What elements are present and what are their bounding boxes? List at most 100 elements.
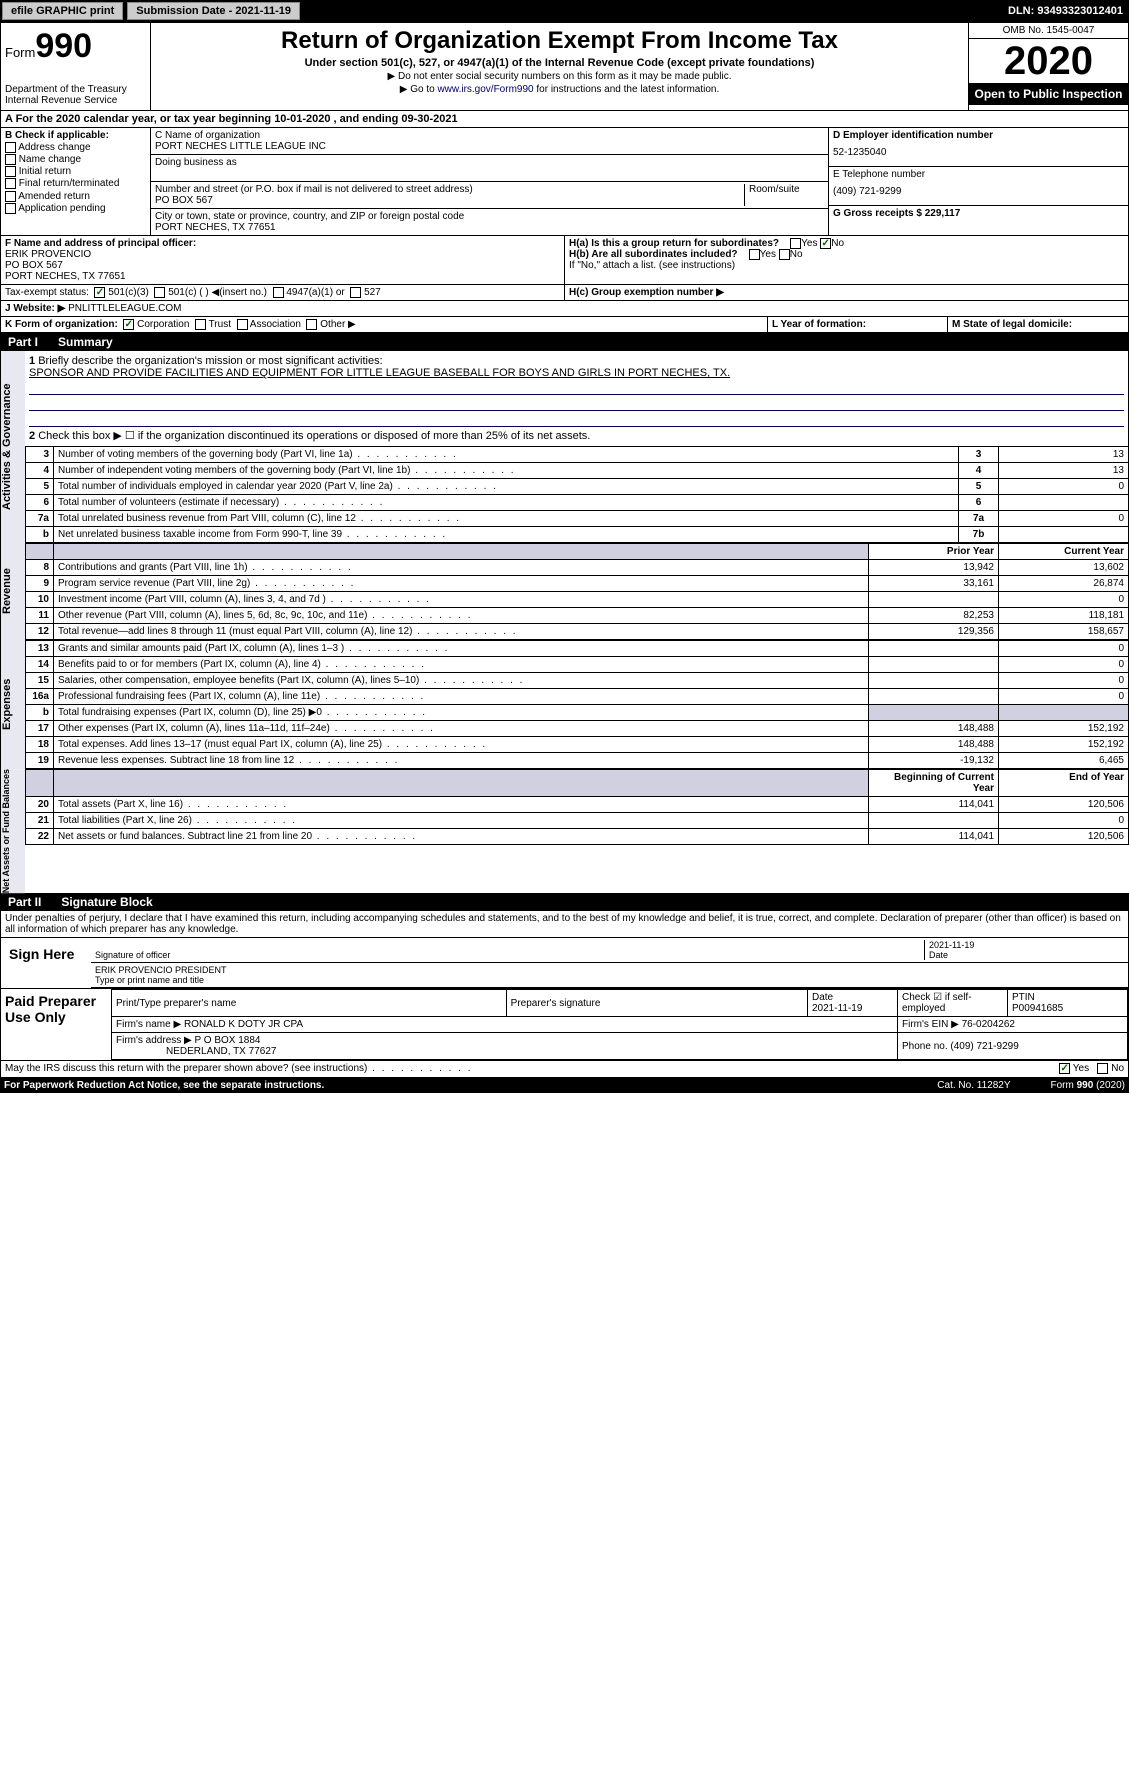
sig-officer-label: Signature of officer bbox=[95, 950, 924, 960]
form-subtitle: Under section 501(c), 527, or 4947(a)(1)… bbox=[155, 57, 964, 69]
room-suite-label: Room/suite bbox=[744, 184, 824, 206]
paid-preparer-block: Paid Preparer Use Only Print/Type prepar… bbox=[0, 989, 1129, 1061]
instructions-note: ▶ Go to www.irs.gov/Form990 for instruct… bbox=[155, 84, 964, 95]
ein-value: 52-1235040 bbox=[833, 141, 1124, 164]
form-footer: Form 990 (2020) bbox=[1051, 1080, 1126, 1091]
ptin-value: P00941685 bbox=[1012, 1003, 1063, 1014]
chk-name-change[interactable]: Name change bbox=[5, 154, 146, 165]
col-b-header: B Check if applicable: bbox=[5, 130, 146, 141]
table-row: 8Contributions and grants (Part VIII, li… bbox=[26, 560, 1129, 576]
dba-label: Doing business as bbox=[155, 157, 824, 168]
table-row: bTotal fundraising expenses (Part IX, co… bbox=[26, 705, 1129, 721]
officer-name: ERIK PROVENCIO bbox=[5, 249, 560, 260]
table-row: 12Total revenue—add lines 8 through 11 (… bbox=[26, 624, 1129, 640]
irs-link[interactable]: www.irs.gov/Form990 bbox=[437, 84, 533, 95]
table-row: 20Total assets (Part X, line 16)114,0411… bbox=[26, 797, 1129, 813]
pra-notice: For Paperwork Reduction Act Notice, see … bbox=[4, 1080, 324, 1091]
hb-label: H(b) Are all subordinates included? Yes … bbox=[569, 249, 1124, 260]
gross-receipts: G Gross receipts $ 229,117 bbox=[829, 206, 1128, 221]
open-public-badge: Open to Public Inspection bbox=[969, 83, 1128, 105]
chk-trust[interactable] bbox=[195, 319, 206, 330]
chk-assoc[interactable] bbox=[237, 319, 248, 330]
sign-here-label: Sign Here bbox=[1, 938, 91, 988]
prep-sig-header: Preparer's signature bbox=[506, 990, 807, 1017]
efile-button[interactable]: efile GRAPHIC print bbox=[2, 2, 123, 20]
table-row: 21Total liabilities (Part X, line 26)0 bbox=[26, 813, 1129, 829]
table-row: 18Total expenses. Add lines 13–17 (must … bbox=[26, 737, 1129, 753]
discuss-no[interactable] bbox=[1097, 1063, 1108, 1074]
year-formation: L Year of formation: bbox=[768, 317, 948, 332]
net-assets-section: Net Assets or Fund Balances Beginning of… bbox=[0, 769, 1129, 893]
officer-printed-name: ERIK PROVENCIO PRESIDENT bbox=[95, 965, 1124, 975]
paid-preparer-label: Paid Preparer Use Only bbox=[1, 989, 111, 1060]
ha-label: H(a) Is this a group return for subordin… bbox=[569, 238, 1124, 249]
mission-text: SPONSOR AND PROVIDE FACILITIES AND EQUIP… bbox=[29, 367, 1124, 379]
perjury-statement: Under penalties of perjury, I declare th… bbox=[0, 911, 1129, 938]
firm-addr: P O BOX 1884 bbox=[195, 1035, 261, 1046]
submission-date-button[interactable]: Submission Date - 2021-11-19 bbox=[127, 2, 300, 20]
prior-year-header: Prior Year bbox=[869, 544, 999, 560]
hc-label: H(c) Group exemption number ▶ bbox=[565, 285, 1128, 300]
omb-label: OMB No. 1545-0047 bbox=[969, 23, 1128, 39]
chk-corp[interactable] bbox=[123, 319, 134, 330]
side-label-revenue: Revenue bbox=[1, 543, 25, 640]
website-row: J Website: ▶ PNLITTLELEAGUE.COM bbox=[0, 301, 1129, 317]
officer-addr1: PO BOX 567 bbox=[5, 260, 560, 271]
table-row: 3Number of voting members of the governi… bbox=[26, 447, 1129, 463]
self-employed-check[interactable]: Check ☑ if self-employed bbox=[898, 990, 1008, 1017]
tax-year: 2020 bbox=[969, 39, 1128, 83]
sig-date-label: Date bbox=[929, 950, 1124, 960]
activities-governance-section: Activities & Governance 1 Briefly descri… bbox=[0, 351, 1129, 543]
tax-exempt-label: Tax-exempt status: bbox=[5, 287, 89, 298]
addr-value: PO BOX 567 bbox=[155, 195, 744, 206]
revenue-section: Revenue Prior Year Current Year 8Contrib… bbox=[0, 543, 1129, 640]
expenses-table: 13Grants and similar amounts paid (Part … bbox=[25, 640, 1129, 769]
form-header: Form990 Department of the Treasury Inter… bbox=[0, 22, 1129, 111]
discuss-yes[interactable] bbox=[1059, 1063, 1070, 1074]
table-row: 7aTotal unrelated business revenue from … bbox=[26, 511, 1129, 527]
firm-ein: Firm's EIN ▶ 76-0204262 bbox=[898, 1017, 1128, 1033]
beg-year-header: Beginning of Current Year bbox=[869, 770, 999, 797]
chk-501c3[interactable] bbox=[94, 287, 105, 298]
table-row: 22Net assets or fund balances. Subtract … bbox=[26, 829, 1129, 845]
chk-527[interactable] bbox=[350, 287, 361, 298]
cat-no: Cat. No. 11282Y bbox=[937, 1080, 1010, 1091]
officer-label: F Name and address of principal officer: bbox=[5, 238, 560, 249]
org-name: PORT NECHES LITTLE LEAGUE INC bbox=[155, 141, 824, 152]
org-name-label: C Name of organization bbox=[155, 130, 824, 141]
dept-label: Department of the Treasury Internal Reve… bbox=[5, 84, 146, 106]
website-value[interactable]: PNLITTLELEAGUE.COM bbox=[68, 303, 181, 314]
chk-final-return[interactable]: Final return/terminated bbox=[5, 178, 146, 189]
hb-note: If "No," attach a list. (see instruction… bbox=[569, 260, 1124, 271]
firm-name: RONALD K DOTY JR CPA bbox=[184, 1019, 303, 1030]
chk-other[interactable] bbox=[306, 319, 317, 330]
chk-app-pending[interactable]: Application pending bbox=[5, 203, 146, 214]
side-label-expenses: Expenses bbox=[1, 640, 25, 769]
line2-text: Check this box ▶ ☐ if the organization d… bbox=[38, 430, 590, 442]
firm-addr2: NEDERLAND, TX 77627 bbox=[166, 1046, 276, 1057]
table-row: 5Total number of individuals employed in… bbox=[26, 479, 1129, 495]
table-row: 14Benefits paid to or for members (Part … bbox=[26, 657, 1129, 673]
table-row: 16aProfessional fundraising fees (Part I… bbox=[26, 689, 1129, 705]
end-year-header: End of Year bbox=[999, 770, 1129, 797]
form-number: Form990 bbox=[5, 27, 146, 66]
table-row: 19Revenue less expenses. Subtract line 1… bbox=[26, 753, 1129, 769]
addr-label: Number and street (or P.O. box if mail i… bbox=[155, 184, 744, 195]
table-row: 6Total number of volunteers (estimate if… bbox=[26, 495, 1129, 511]
chk-4947[interactable] bbox=[273, 287, 284, 298]
chk-address-change[interactable]: Address change bbox=[5, 142, 146, 153]
chk-amended[interactable]: Amended return bbox=[5, 191, 146, 202]
chk-initial-return[interactable]: Initial return bbox=[5, 166, 146, 177]
top-bar: efile GRAPHIC print Submission Date - 20… bbox=[0, 0, 1129, 22]
form-title: Return of Organization Exempt From Incom… bbox=[155, 27, 964, 55]
officer-group-row: F Name and address of principal officer:… bbox=[0, 236, 1129, 285]
expenses-section: Expenses 13Grants and similar amounts pa… bbox=[0, 640, 1129, 769]
state-domicile: M State of legal domicile: bbox=[948, 317, 1128, 332]
table-row: 11Other revenue (Part VIII, column (A), … bbox=[26, 608, 1129, 624]
prep-name-header: Print/Type preparer's name bbox=[112, 990, 507, 1017]
governance-table: 3Number of voting members of the governi… bbox=[25, 446, 1129, 543]
table-row: 15Salaries, other compensation, employee… bbox=[26, 673, 1129, 689]
form-org-row: K Form of organization: Corporation Trus… bbox=[0, 317, 1129, 333]
chk-501c[interactable] bbox=[154, 287, 165, 298]
ssn-note: ▶ Do not enter social security numbers o… bbox=[155, 71, 964, 82]
